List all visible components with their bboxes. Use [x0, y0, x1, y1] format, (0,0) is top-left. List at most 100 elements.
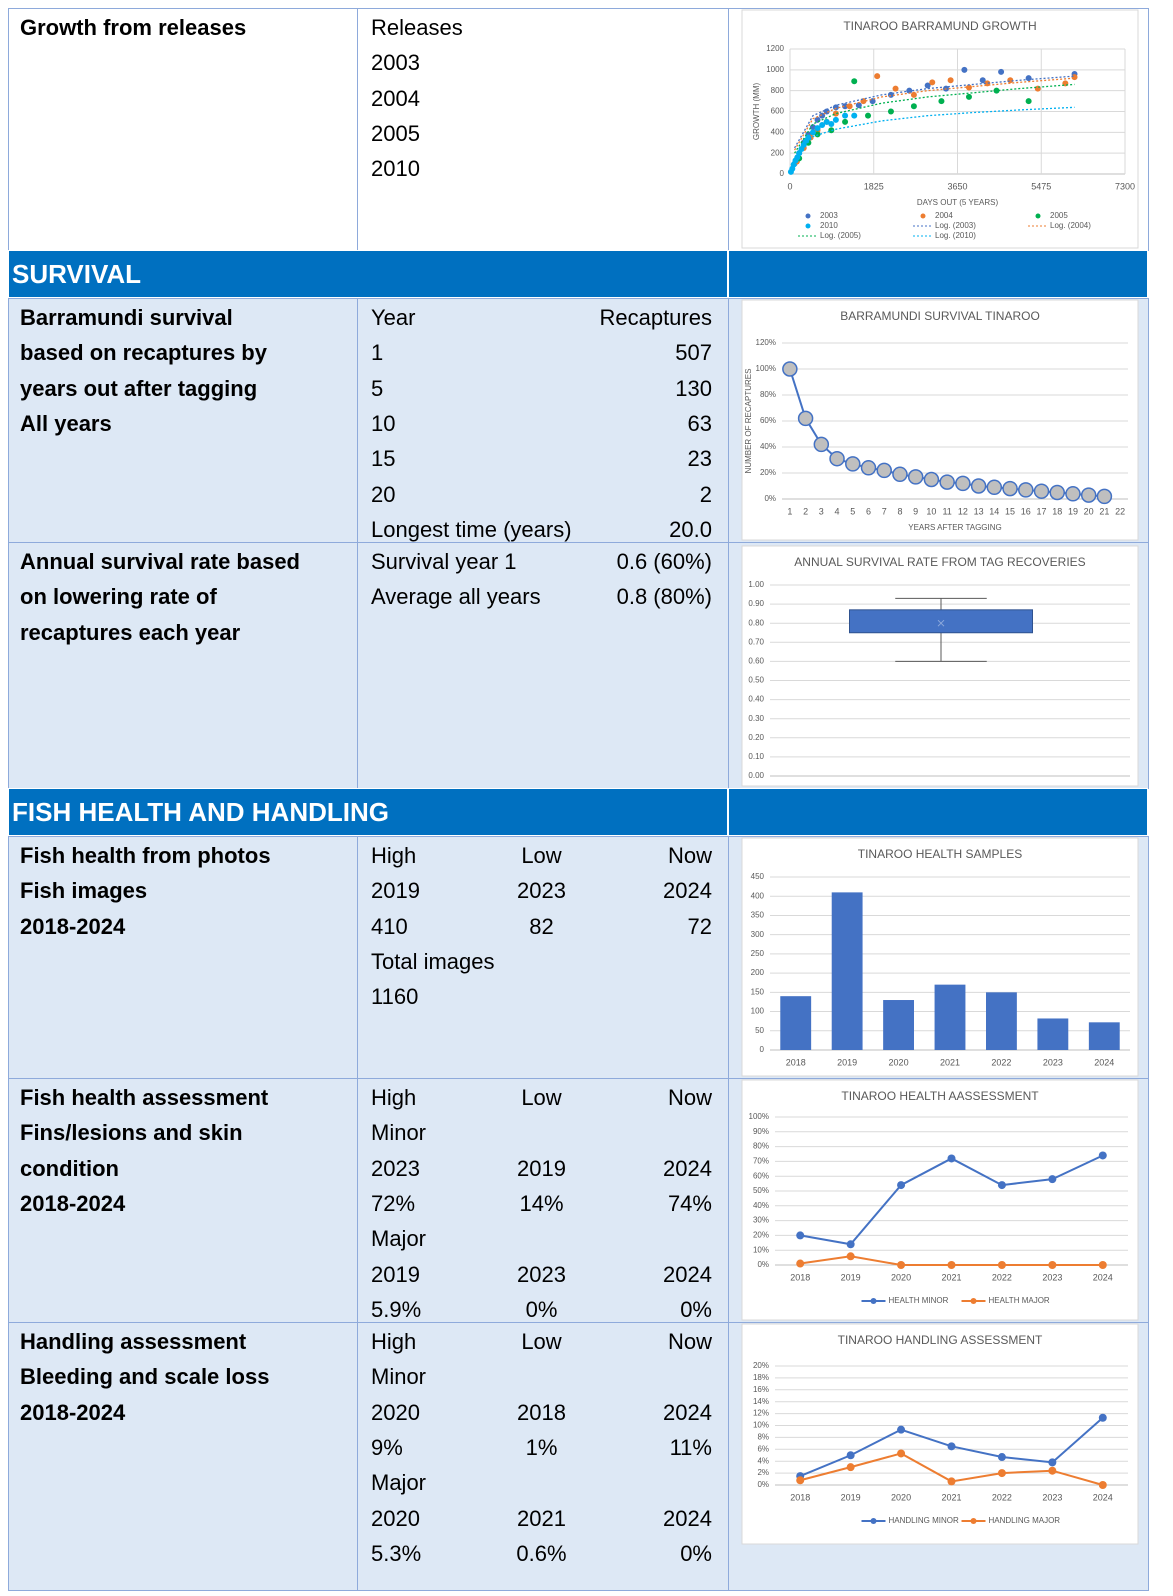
- x-tick-label: 3: [819, 506, 824, 516]
- y-tick-label: 300: [751, 930, 765, 939]
- x-tick-label: 14: [989, 506, 999, 516]
- x-tick-label: 2024: [1094, 1057, 1114, 1067]
- y-tick-label: 200: [771, 148, 785, 157]
- marker: [1048, 1175, 1056, 1183]
- y-tick-label: 0.60: [748, 657, 764, 666]
- x-tick-label: 2020: [891, 1492, 911, 1502]
- x-tick-label: 21: [1099, 506, 1109, 516]
- legend-key: [806, 224, 811, 229]
- y-tick-label: 0.40: [748, 695, 764, 704]
- x-tick-label: 5: [850, 506, 855, 516]
- legend-label: Log. (2010): [935, 231, 976, 240]
- legend-key: [921, 214, 926, 219]
- marker: [1099, 1414, 1107, 1422]
- marker: [847, 1240, 855, 1248]
- y-tick-label: 0%: [757, 1260, 769, 1269]
- x-tick-label: 2023: [1042, 1272, 1062, 1282]
- y-tick-label: 0.70: [748, 637, 764, 646]
- y-tick-label: 0.00: [748, 771, 764, 780]
- x-tick-label: 10: [926, 506, 936, 516]
- x-tick-label: 2019: [837, 1057, 857, 1067]
- chart-title: TINAROO BARRAMUND GROWTH: [843, 19, 1036, 33]
- chart-title: TINAROO HEALTH AASSESSMENT: [841, 1089, 1039, 1103]
- marker: [948, 1442, 956, 1450]
- y-tick-label: 0: [780, 169, 785, 178]
- y-tick-label: 0.20: [748, 733, 764, 742]
- point: [961, 67, 967, 73]
- y-tick-label: 10%: [753, 1245, 769, 1254]
- y-tick-label: 20%: [760, 468, 776, 477]
- legend-label: Log. (2003): [935, 221, 976, 230]
- legend-label: HANDLING MINOR: [889, 1516, 959, 1525]
- y-tick-label: 0.50: [748, 676, 764, 685]
- y-tick-label: 4%: [757, 1456, 769, 1465]
- legend-key: [871, 1518, 877, 1524]
- y-tick-label: 0.10: [748, 752, 764, 761]
- x-tick-label: 22: [1115, 506, 1125, 516]
- point: [874, 73, 880, 79]
- point: [948, 77, 954, 83]
- marker: [1099, 1151, 1107, 1159]
- y-tick-label: 40%: [753, 1201, 769, 1210]
- legend-label: 2005: [1050, 211, 1068, 220]
- x-tick-label: 7: [882, 506, 887, 516]
- legend-label: 2004: [935, 211, 953, 220]
- y-tick-label: 0.90: [748, 599, 764, 608]
- x-tick-label: 2020: [891, 1272, 911, 1282]
- y-tick-label: 800: [771, 86, 785, 95]
- x-tick-label: 2022: [992, 1272, 1012, 1282]
- y-tick-label: 400: [771, 127, 785, 136]
- x-tick-label: 20: [1084, 506, 1094, 516]
- legend-label: HEALTH MINOR: [889, 1296, 949, 1305]
- marker: [796, 1231, 804, 1239]
- y-tick-label: 30%: [753, 1216, 769, 1225]
- legend-label: 2010: [820, 221, 838, 230]
- point: [1026, 98, 1032, 104]
- marker: [847, 1451, 855, 1459]
- x-tick-label: 2018: [786, 1057, 806, 1067]
- y-tick-label: 12%: [753, 1409, 769, 1418]
- x-tick-label: 5475: [1031, 181, 1051, 191]
- x-tick-label: 2024: [1093, 1272, 1113, 1282]
- legend-label: Log. (2004): [1050, 221, 1091, 230]
- y-tick-label: 40%: [760, 442, 776, 451]
- marker: [909, 470, 923, 484]
- marker: [948, 1261, 956, 1269]
- x-tick-label: 2021: [940, 1057, 960, 1067]
- y-tick-label: 60%: [753, 1171, 769, 1180]
- bar: [935, 985, 966, 1050]
- x-tick-label: 2018: [790, 1272, 810, 1282]
- x-tick-label: 2018: [790, 1492, 810, 1502]
- y-tick-label: 8%: [757, 1433, 769, 1442]
- chart-title: ANNUAL SURVIVAL RATE FROM TAG RECOVERIES: [794, 555, 1085, 569]
- y-tick-label: 2%: [757, 1468, 769, 1477]
- marker: [877, 463, 891, 477]
- legend-key: [1036, 214, 1041, 219]
- marker: [956, 476, 970, 490]
- y-tick-label: 50: [755, 1026, 764, 1035]
- marker: [1099, 1481, 1107, 1489]
- x-tick-label: 7300: [1115, 181, 1135, 191]
- x-tick-label: 3650: [947, 181, 967, 191]
- x-tick-label: 17: [1036, 506, 1046, 516]
- marker: [1050, 486, 1064, 500]
- x-tick-label: 0: [787, 181, 792, 191]
- x-tick-label: 2019: [841, 1492, 861, 1502]
- marker: [998, 1181, 1006, 1189]
- legend-key: [971, 1298, 977, 1304]
- bar: [986, 992, 1017, 1050]
- x-tick-label: 19: [1068, 506, 1078, 516]
- bar: [1089, 1022, 1120, 1050]
- y-tick-label: 80%: [760, 390, 776, 399]
- y-tick-label: 6%: [757, 1444, 769, 1453]
- y-tick-label: 20%: [753, 1231, 769, 1240]
- y-tick-label: 50%: [753, 1186, 769, 1195]
- x-tick-label: 1825: [864, 181, 884, 191]
- x-tick-label: 6: [866, 506, 871, 516]
- point: [865, 113, 871, 119]
- x-axis-title: YEARS AFTER TAGGING: [908, 523, 1002, 532]
- chart-title: TINAROO HANDLING ASSESSMENT: [838, 1333, 1043, 1347]
- point: [828, 121, 834, 127]
- x-tick-label: 15: [1005, 506, 1015, 516]
- bar: [780, 996, 811, 1050]
